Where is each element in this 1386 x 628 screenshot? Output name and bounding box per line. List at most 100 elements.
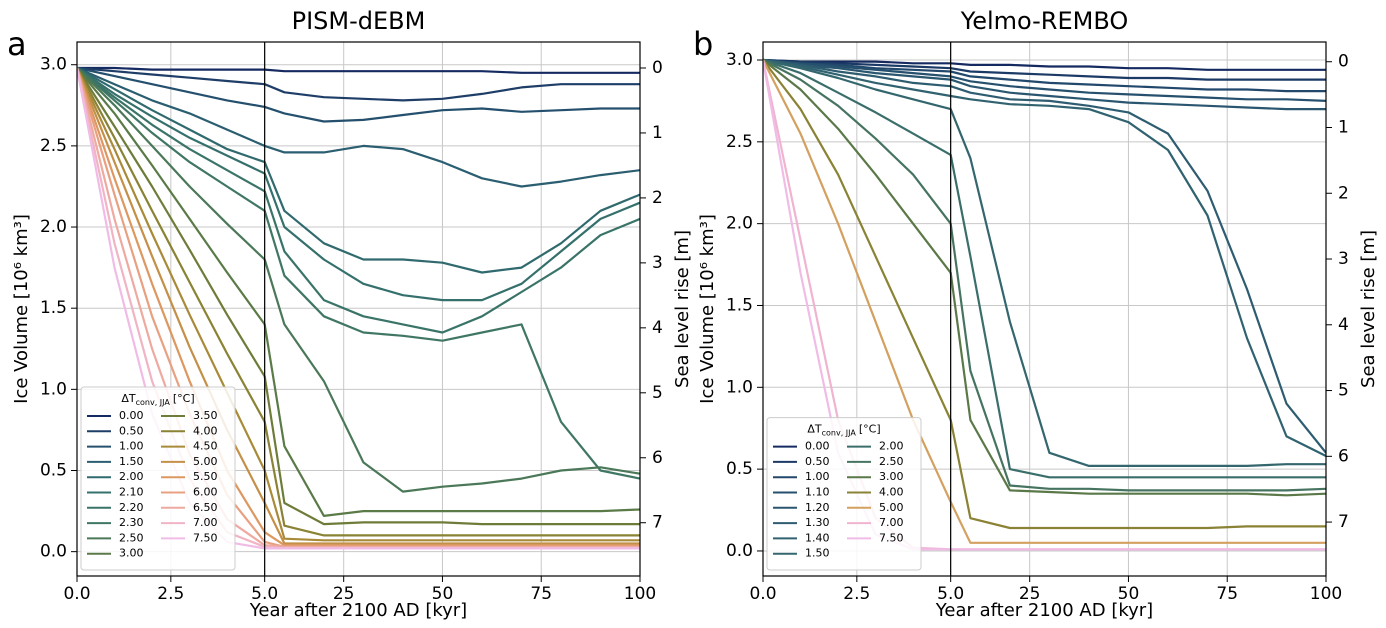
series-line bbox=[77, 67, 640, 537]
axes-frame bbox=[76, 41, 641, 577]
series-line bbox=[77, 66, 640, 74]
legend-label: 1.50 bbox=[805, 547, 830, 560]
y2-axis-label: Sea level rise [m] bbox=[672, 230, 693, 388]
legend-label: 1.20 bbox=[805, 501, 830, 514]
y2-tick-label: 1 bbox=[1338, 117, 1349, 137]
y2-tick-label: 4 bbox=[652, 318, 663, 338]
y-tick-label: 0.0 bbox=[726, 541, 753, 561]
legend-title-subscript: conv, JJA bbox=[822, 428, 857, 437]
legend-label: 2.20 bbox=[119, 501, 144, 514]
legend-label: 1.50 bbox=[119, 455, 144, 468]
series-line bbox=[77, 67, 640, 493]
legend-label: 7.50 bbox=[879, 531, 904, 544]
legend-label: 5.00 bbox=[879, 501, 904, 514]
y-axis-label: Ice Volume [10⁶ km³] bbox=[697, 214, 718, 404]
series-line bbox=[763, 58, 1326, 93]
y2-tick-label: 4 bbox=[1338, 315, 1349, 335]
panel-label: b bbox=[693, 25, 713, 63]
y2-tick-label: 7 bbox=[1338, 512, 1349, 532]
x-tick-label: 25 bbox=[1019, 584, 1041, 604]
x-tick-label: 0.0 bbox=[749, 584, 776, 604]
y-tick-label: 2.5 bbox=[726, 132, 753, 152]
y2-tick-label: 3 bbox=[1338, 249, 1349, 269]
x-tick-label: 100 bbox=[624, 584, 656, 604]
chart-title: Yelmo-REMBO bbox=[960, 7, 1129, 35]
x-tick-label: 75 bbox=[1216, 584, 1238, 604]
series-line bbox=[763, 58, 1326, 457]
x-axis-label: Year after 2100 AD [kyr] bbox=[935, 600, 1153, 621]
series-line bbox=[77, 67, 640, 517]
legend-label: 2.50 bbox=[879, 455, 904, 468]
y2-tick-label: 5 bbox=[652, 383, 663, 403]
series-line bbox=[77, 67, 640, 302]
series-line bbox=[763, 59, 1326, 492]
y2-tick-label: 2 bbox=[1338, 183, 1349, 203]
legend-label: 1.30 bbox=[805, 516, 830, 529]
legend-box bbox=[766, 417, 922, 571]
y2-tick-label: 5 bbox=[1338, 381, 1349, 401]
y-tick-label: 1.5 bbox=[40, 298, 67, 318]
legend-title-unit: [°C] bbox=[173, 392, 195, 405]
series-line bbox=[763, 59, 1326, 530]
y-tick-label: 0.5 bbox=[726, 459, 753, 479]
legend-label: 5.50 bbox=[193, 470, 218, 483]
y2-tick-label: 3 bbox=[652, 253, 663, 273]
y-tick-label: 2.5 bbox=[40, 136, 67, 156]
legend-label: 3.00 bbox=[119, 547, 144, 560]
legend-label: 0.50 bbox=[805, 455, 830, 468]
legend-title-unit: [°C] bbox=[859, 423, 881, 436]
series-line bbox=[77, 66, 640, 123]
series-line bbox=[763, 59, 1326, 497]
legend-label: 0.00 bbox=[119, 409, 144, 422]
legend-label: 4.00 bbox=[193, 424, 218, 437]
legend-title-symbol: ΔT bbox=[807, 423, 822, 436]
series-line bbox=[763, 58, 1326, 102]
legend-label: 7.50 bbox=[193, 531, 218, 544]
x-tick-label: 50 bbox=[1118, 584, 1140, 604]
series-line bbox=[763, 58, 1326, 111]
x-tick-label: 0.0 bbox=[63, 584, 90, 604]
y2-tick-label: 1 bbox=[652, 123, 663, 143]
y-tick-label: 2.0 bbox=[40, 217, 67, 237]
panel-label: a bbox=[7, 25, 27, 63]
legend-title: ΔTconv, JJA [°C] bbox=[807, 423, 880, 438]
legend-title: ΔTconv, JJA [°C] bbox=[121, 392, 194, 407]
legend-label: 2.50 bbox=[119, 531, 144, 544]
legend-label: 4.00 bbox=[879, 486, 904, 499]
legend-label: 2.00 bbox=[119, 470, 144, 483]
y-tick-label: 2.0 bbox=[726, 214, 753, 234]
y2-axis-label: Sea level rise [m] bbox=[1358, 230, 1379, 388]
series-line bbox=[77, 67, 640, 545]
y2-tick-label: 6 bbox=[1338, 446, 1349, 466]
series-line bbox=[763, 58, 1326, 81]
legend-label: 0.50 bbox=[119, 424, 144, 437]
series-line bbox=[763, 58, 1326, 71]
y2-tick-label: 0 bbox=[1338, 52, 1349, 72]
legend-label: 2.30 bbox=[119, 516, 144, 529]
x-tick-label: 50 bbox=[432, 584, 454, 604]
legend-label: 1.00 bbox=[805, 470, 830, 483]
axes-frame bbox=[762, 41, 1327, 577]
y2-tick-label: 6 bbox=[652, 448, 663, 468]
x-tick-label: 5.0 bbox=[251, 584, 278, 604]
y2-tick-label: 7 bbox=[652, 513, 663, 533]
y-tick-label: 0.0 bbox=[40, 542, 67, 562]
y-axis-label: Ice Volume [10⁶ km³] bbox=[11, 214, 32, 404]
legend-label: 0.00 bbox=[805, 440, 830, 453]
x-tick-label: 2.5 bbox=[843, 584, 870, 604]
series-line bbox=[763, 59, 1326, 544]
series-line bbox=[77, 67, 640, 526]
x-tick-label: 100 bbox=[1310, 584, 1342, 604]
series-line bbox=[763, 58, 1326, 467]
chart-title: PISM-dEBM bbox=[292, 7, 426, 35]
legend-label: 6.00 bbox=[193, 486, 218, 499]
x-tick-label: 25 bbox=[333, 584, 355, 604]
series-group bbox=[77, 66, 640, 550]
legend-label: 1.10 bbox=[805, 486, 830, 499]
legend-label: 7.00 bbox=[879, 516, 904, 529]
legend-label: 2.10 bbox=[119, 486, 144, 499]
x-tick-label: 2.5 bbox=[157, 584, 184, 604]
